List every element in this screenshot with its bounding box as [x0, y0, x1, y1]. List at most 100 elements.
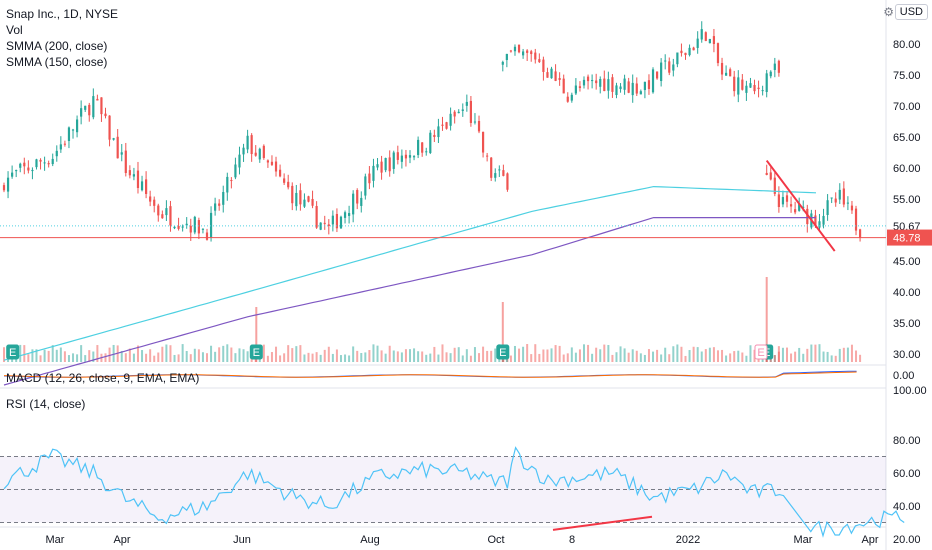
candle-body — [278, 169, 282, 177]
candle-body — [761, 90, 764, 92]
volume-bar — [478, 353, 481, 362]
candle-body — [838, 189, 841, 200]
candle-body — [100, 97, 103, 115]
candle-body — [437, 126, 440, 138]
volume-bar — [157, 352, 160, 362]
candle-body — [400, 155, 403, 162]
volume-bar — [234, 353, 237, 362]
volume-bar — [149, 349, 152, 362]
volume-bar — [749, 345, 752, 362]
volume-bar — [486, 350, 489, 362]
candle-body — [850, 205, 854, 211]
candle-body — [562, 78, 565, 94]
candle-body — [214, 203, 217, 211]
volume-bar — [88, 350, 91, 362]
volume-bar — [319, 354, 322, 362]
candle-body — [505, 53, 508, 61]
candle-body — [51, 158, 54, 165]
candle-body — [15, 170, 18, 172]
candle-body — [619, 86, 622, 90]
volume-bar — [413, 348, 416, 362]
volume-bar — [55, 349, 58, 362]
volume-bar — [855, 350, 858, 362]
volume-bar — [27, 354, 30, 362]
candle-body — [639, 91, 642, 95]
volume-bar — [725, 355, 728, 362]
volume-bar — [35, 349, 38, 362]
volume-bar — [437, 354, 440, 362]
candle-body — [234, 164, 237, 178]
volume-bar — [39, 355, 42, 362]
volume-bar — [842, 347, 845, 362]
candle-body — [116, 136, 119, 159]
volume-bar — [542, 349, 545, 362]
volume-bar — [242, 349, 245, 362]
candle-body — [501, 61, 504, 65]
candle-body — [651, 69, 655, 93]
volume-bar — [145, 353, 148, 362]
volume-bar — [279, 355, 282, 362]
candle-body — [274, 161, 278, 172]
candle-body — [75, 119, 79, 133]
candle-body — [140, 181, 144, 191]
volume-bar — [615, 352, 618, 362]
candle-body — [554, 71, 557, 81]
legend-smma150: SMMA (150, close) — [6, 55, 108, 69]
volume-bar — [859, 354, 862, 362]
volume-bar — [214, 351, 217, 362]
volume-bar — [96, 345, 99, 362]
volume-bar — [364, 352, 367, 362]
candle-body — [197, 220, 200, 234]
volume-bar — [201, 352, 204, 362]
macd-tick-label: 0.00 — [893, 370, 914, 382]
volume-bar — [591, 353, 594, 362]
candle-body — [226, 176, 229, 193]
volume-bar — [120, 350, 123, 362]
candle-body — [566, 96, 569, 102]
candle-body — [745, 85, 748, 93]
earnings-marker-label: E — [9, 347, 16, 359]
candle-body — [627, 81, 630, 93]
candle-body — [607, 79, 610, 91]
volume-bar — [603, 344, 606, 362]
volume-bar — [43, 349, 46, 362]
candle-body — [704, 32, 707, 41]
volume-bar — [534, 344, 537, 362]
candle-body — [741, 79, 744, 90]
volume-bar — [417, 351, 420, 362]
volume-bar — [453, 347, 456, 362]
volume-bar — [850, 344, 853, 362]
volume-bar — [173, 354, 176, 362]
volume-bar — [619, 346, 622, 362]
candle-body — [23, 162, 26, 167]
candle-body — [360, 197, 363, 206]
legend-symbol: Snap Inc., 1D, NYSE — [6, 7, 119, 21]
currency-button[interactable]: USD — [894, 4, 928, 20]
price-tick-label: 30.00 — [893, 349, 921, 361]
candle-body — [830, 197, 833, 199]
candle-body — [777, 60, 780, 73]
volume-bar — [380, 350, 383, 362]
volume-bar — [384, 353, 387, 362]
candle-body — [643, 81, 646, 91]
candle-body — [218, 203, 221, 206]
candle-body — [205, 232, 209, 240]
candle-body — [733, 76, 736, 92]
smma200-line — [3, 217, 816, 386]
volume-bar — [193, 348, 196, 362]
lock-icon[interactable]: ⚙ — [883, 5, 894, 19]
volume-bar — [574, 352, 577, 362]
candle-body — [323, 222, 326, 224]
candle-body — [684, 52, 687, 56]
volume-bar — [684, 355, 687, 362]
volume-bar — [802, 353, 805, 362]
candle-body — [449, 113, 452, 126]
candle-body — [124, 150, 127, 173]
candle-body — [11, 172, 14, 177]
volume-bar — [546, 349, 549, 362]
volume-bar — [421, 351, 424, 362]
candle-body — [343, 212, 347, 218]
volume-bar — [773, 354, 776, 362]
volume-bar — [810, 344, 813, 362]
volume-bar — [635, 350, 638, 362]
